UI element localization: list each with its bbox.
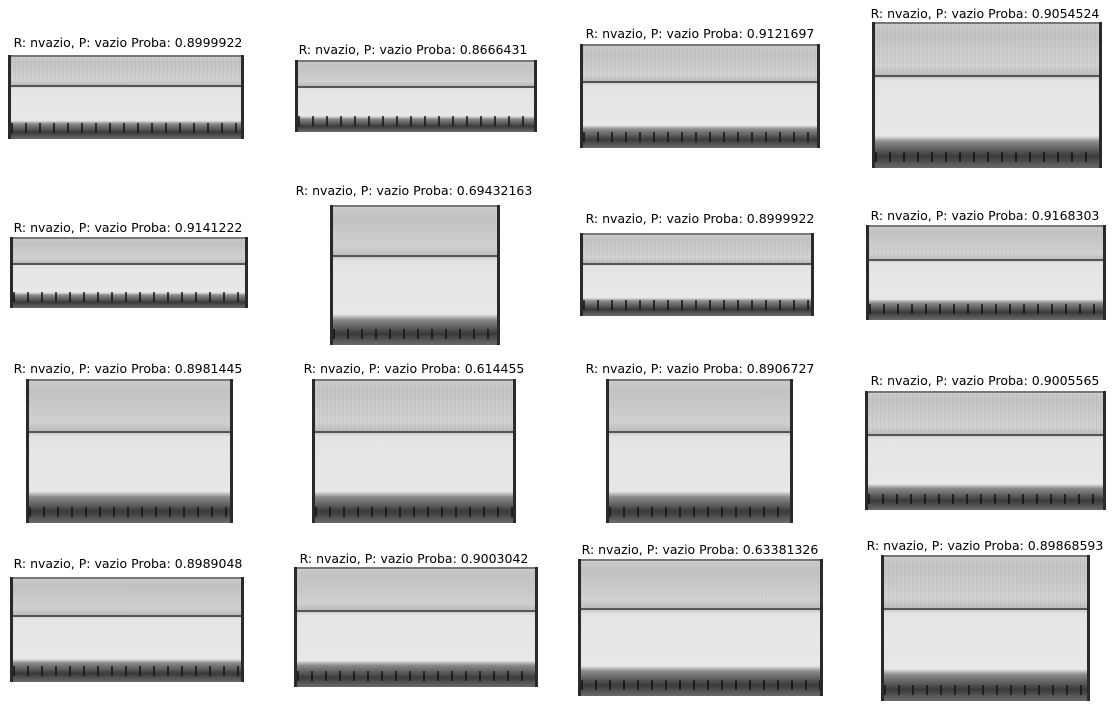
container-xray-image [10,577,244,682]
panel-caption: R: nvazio, P: vazio Proba: 0.9005565 [870,373,1100,388]
container-xray-image [865,391,1106,510]
container-xray-image [606,379,793,523]
panel-caption: R: nvazio, P: vazio Proba: 0.614455 [303,361,525,376]
container-xray-image [578,559,823,696]
container-xray-image [866,225,1106,320]
panel-caption: R: nvazio, P: vazio Proba: 0.8906727 [585,361,815,376]
container-xray-image [580,233,814,316]
panel-caption: R: nvazio, P: vazio Proba: 0.9168303 [870,208,1100,223]
container-xray-image [881,555,1090,701]
panel-caption: R: nvazio, P: vazio Proba: 0.69432163 [295,183,533,198]
panel-caption: R: nvazio, P: vazio Proba: 0.9121697 [585,26,815,41]
container-xray-image [580,44,820,148]
container-xray-image [26,379,233,523]
panel-caption: R: nvazio, P: vazio Proba: 0.89868593 [866,538,1104,553]
panel-caption: R: nvazio, P: vazio Proba: 0.8666431 [298,42,528,57]
panel-caption: R: nvazio, P: vazio Proba: 0.63381326 [581,542,819,557]
container-xray-image [294,567,538,687]
container-xray-image [8,55,244,139]
container-xray-image [312,379,516,523]
container-xray-image [330,205,500,345]
panel-caption: R: nvazio, P: vazio Proba: 0.8981445 [13,361,243,376]
panel-caption: R: nvazio, P: vazio Proba: 0.9054524 [870,6,1100,21]
panel-caption: R: nvazio, P: vazio Proba: 0.8999922 [585,211,815,226]
container-xray-image [295,60,537,132]
container-xray-image [10,237,248,308]
panel-caption: R: nvazio, P: vazio Proba: 0.8989048 [13,556,243,571]
panel-caption: R: nvazio, P: vazio Proba: 0.9141222 [13,220,243,235]
panel-caption: R: nvazio, P: vazio Proba: 0.9003042 [299,551,529,566]
panel-caption: R: nvazio, P: vazio Proba: 0.8999922 [13,35,243,50]
container-xray-image [872,22,1102,168]
